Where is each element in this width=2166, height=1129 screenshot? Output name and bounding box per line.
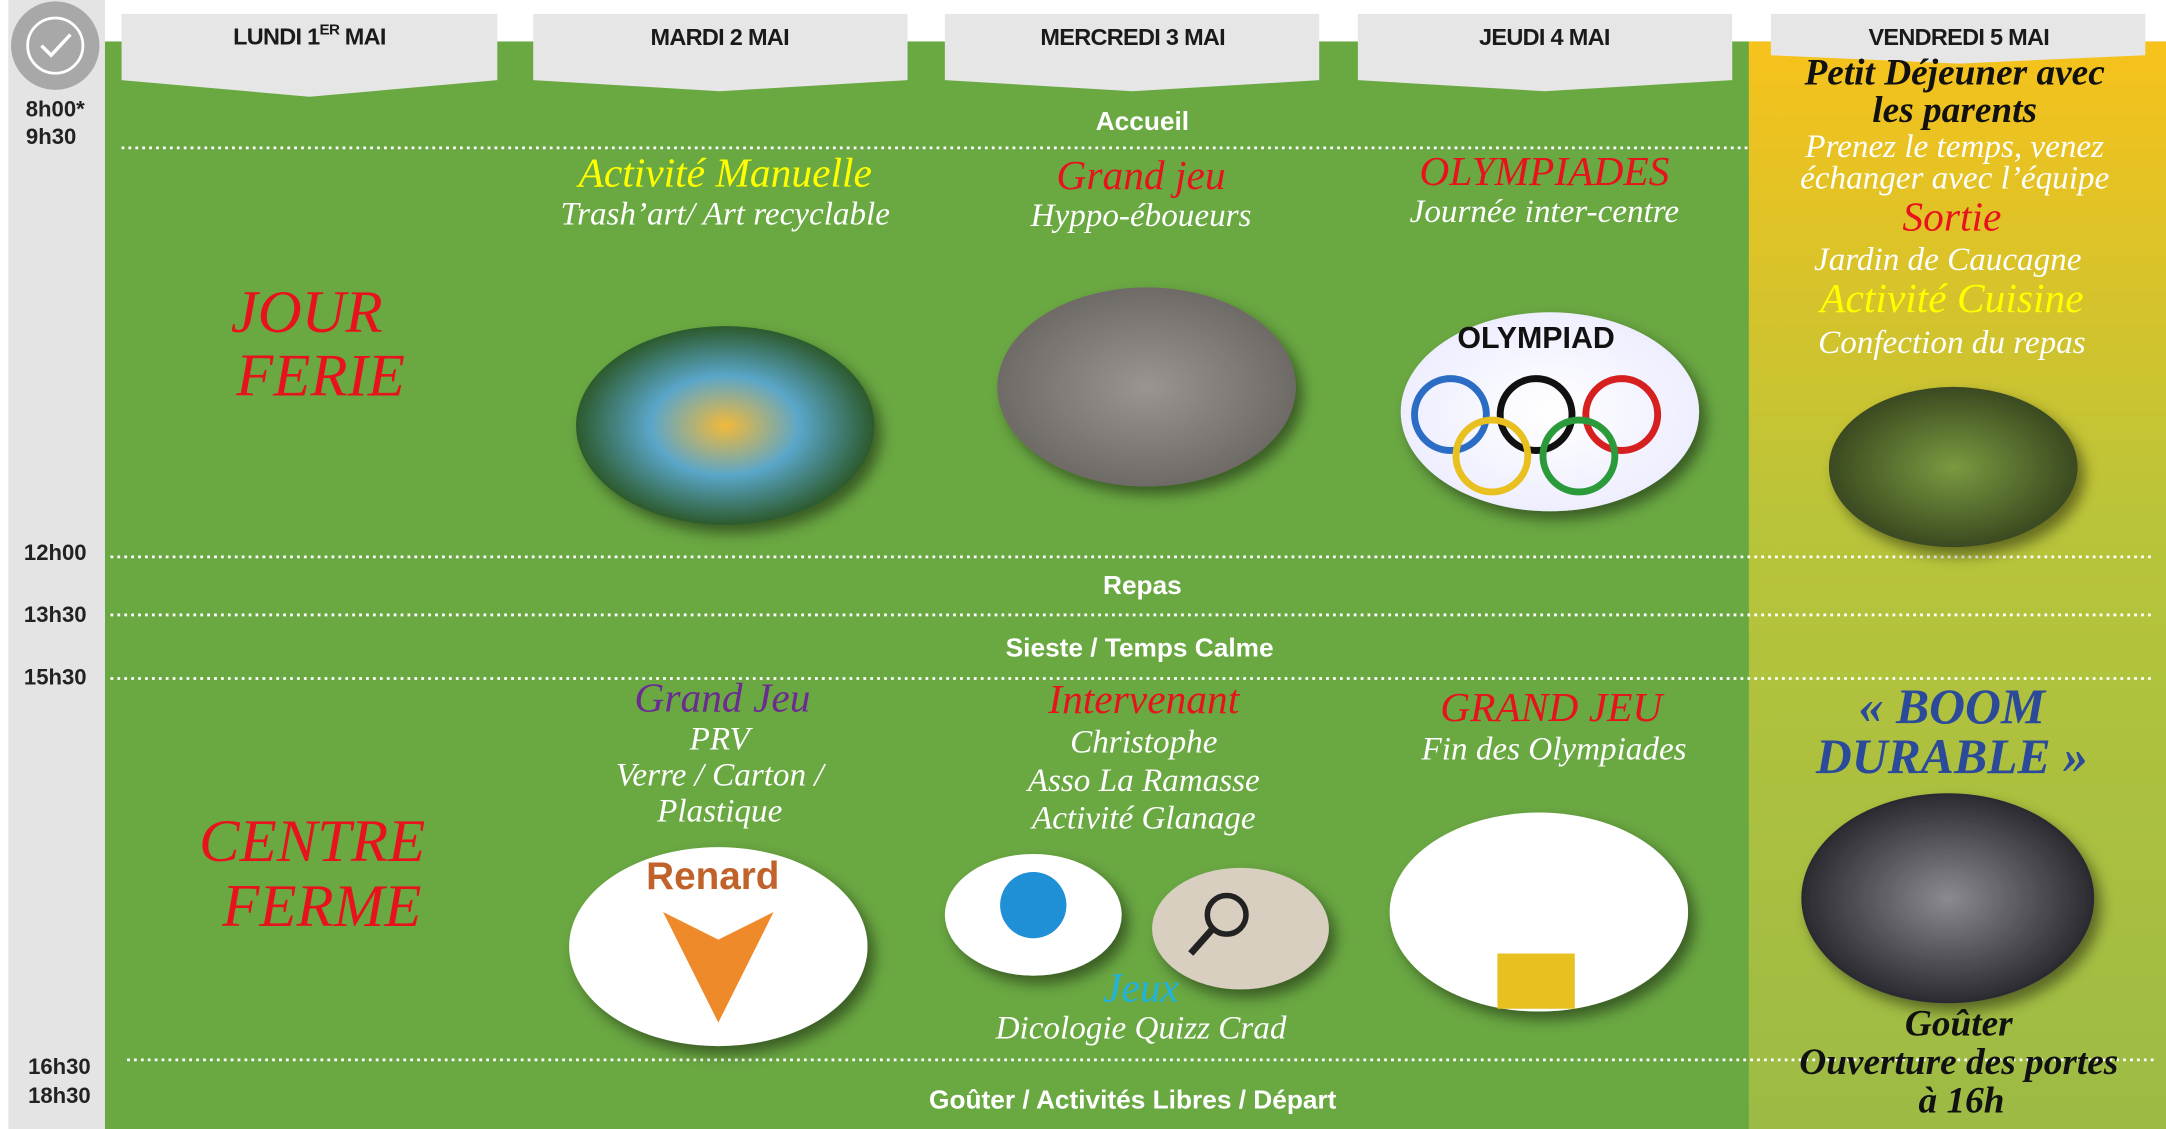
activity-line: Goûter bbox=[1905, 1003, 2013, 1044]
photo-kids bbox=[1389, 812, 1689, 1012]
tab bbox=[944, 13, 1320, 92]
activity-title: DURABLE » bbox=[1815, 729, 2088, 784]
time: 12h00 bbox=[24, 540, 87, 565]
day-header: LUNDI 1ER MAI bbox=[233, 21, 386, 49]
activity-line: échanger avec l’équipe bbox=[1800, 160, 2109, 197]
activity-line: Trash’art/ Art recyclable bbox=[560, 196, 889, 233]
magnifier-handle bbox=[1188, 926, 1216, 956]
shared-slot: Sieste / Temps Calme bbox=[1006, 632, 1274, 662]
activity-line: Confection du repas bbox=[1818, 324, 2086, 361]
photo-dj bbox=[1801, 793, 2095, 1004]
olympic-rings bbox=[1411, 375, 1662, 496]
image-caption: Renard bbox=[646, 855, 779, 898]
podium bbox=[1497, 953, 1575, 1009]
fox bbox=[663, 912, 774, 1023]
closed-label: JOUR bbox=[231, 279, 383, 346]
check-icon bbox=[11, 1, 100, 90]
activity-title: les parents bbox=[1872, 90, 2037, 131]
shared-slot: Repas bbox=[1103, 570, 1182, 600]
ring bbox=[1411, 375, 1490, 454]
photo-fish bbox=[576, 326, 875, 526]
tab bbox=[121, 13, 498, 97]
day-text: LUNDI 1 bbox=[233, 24, 320, 50]
closed-label: FERIE bbox=[235, 342, 405, 409]
activity-title: Activité Cuisine bbox=[1817, 275, 2083, 321]
activity-line: PRV bbox=[689, 721, 754, 758]
day-header: JEUDI 4 MAI bbox=[1479, 24, 1610, 50]
activity-title: « BOOM bbox=[1859, 679, 2047, 734]
time-column bbox=[8, 0, 105, 1129]
activity-line: Prenez le temps, venez bbox=[1804, 128, 2104, 165]
dividers bbox=[110, 146, 2155, 1062]
time: 15h30 bbox=[24, 664, 87, 689]
photo-game bbox=[997, 287, 1296, 487]
ring bbox=[1452, 416, 1532, 496]
activity-title: Activité Manuelle bbox=[576, 149, 872, 195]
activity-line: Fin des Olympiades bbox=[1421, 730, 1687, 767]
image-caption: OLYMPIAD bbox=[1457, 321, 1615, 355]
activity-line: Jardin de Caucagne bbox=[1814, 241, 2081, 278]
activity-line: Activité Glanage bbox=[1030, 799, 1256, 836]
magnifier bbox=[1204, 892, 1249, 937]
day-sup: ER bbox=[320, 21, 340, 38]
closed-label: FERME bbox=[221, 873, 421, 940]
activity-title: Grand jeu bbox=[1056, 152, 1225, 198]
shared-slot: Accueil bbox=[1096, 106, 1189, 136]
activity-line: Journée inter-centre bbox=[1410, 193, 1680, 230]
activity-title: GRAND JEU bbox=[1440, 684, 1665, 730]
activity-title: Petit Déjeuner avec bbox=[1804, 53, 2105, 94]
photo-vegetables bbox=[1828, 386, 2078, 548]
tab bbox=[1770, 13, 2146, 64]
activity-title: Grand Jeu bbox=[634, 675, 810, 721]
activity-title: Jeux bbox=[1103, 965, 1179, 1011]
ring bbox=[1496, 375, 1576, 454]
activity-line: Hyppo-éboueurs bbox=[1030, 197, 1252, 234]
header-tabs bbox=[121, 13, 2146, 97]
tab bbox=[533, 13, 908, 92]
apple bbox=[1000, 871, 1067, 939]
day-header: MARDI 2 MAI bbox=[650, 24, 788, 50]
time: 9h30 bbox=[26, 124, 76, 149]
activity-line: Ouverture des portes bbox=[1799, 1042, 2118, 1083]
photos bbox=[569, 287, 2095, 1047]
time: 8h00* bbox=[26, 96, 85, 121]
activity-line: Plastique bbox=[656, 793, 782, 830]
activity-title: OLYMPIADES bbox=[1419, 148, 1669, 194]
activity-title: Intervenant bbox=[1047, 676, 1240, 722]
time: 13h30 bbox=[24, 602, 87, 627]
day-header: MERCREDI 3 MAI bbox=[1040, 24, 1225, 50]
ring bbox=[1539, 416, 1619, 496]
shared-slot: Goûter / Activités Libres / Départ bbox=[929, 1084, 1337, 1114]
tab bbox=[1357, 13, 1733, 92]
time: 18h30 bbox=[28, 1083, 91, 1108]
photo-olympics bbox=[1400, 312, 1700, 512]
check-mark bbox=[40, 33, 72, 58]
day-text: MAI bbox=[345, 24, 386, 50]
activity-line: à 16h bbox=[1919, 1081, 2005, 1122]
closed-label: CENTRE bbox=[199, 808, 425, 875]
day-header: VENDREDI 5 MAI bbox=[1868, 24, 2049, 50]
activity-line: Asso La Ramasse bbox=[1026, 762, 1260, 799]
ring bbox=[1582, 375, 1662, 454]
activity-title: Sortie bbox=[1902, 194, 2001, 240]
activity-line: Christophe bbox=[1070, 723, 1217, 760]
time: 16h30 bbox=[28, 1054, 91, 1079]
check-ring bbox=[26, 16, 85, 75]
activity-line: Dicologie Quizz Crad bbox=[995, 1009, 1287, 1046]
activity-line: Verre / Carton / bbox=[616, 757, 826, 794]
